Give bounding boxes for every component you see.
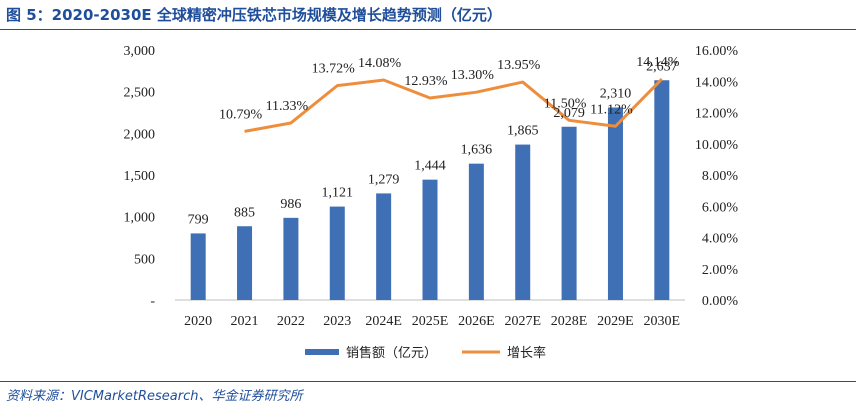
bar-value-label: 2,079 [553, 106, 585, 121]
bar-labels: 799 885 986 1,121 1,279 1,444 1,636 1,865 2,079 2… [188, 59, 678, 227]
growth-value-label: 11.50% [544, 96, 587, 111]
left-tick-label: 500 [134, 252, 155, 267]
category-label: 2021 [231, 314, 259, 329]
bar-value-label: 1,636 [461, 143, 493, 158]
bar-value-label: 986 [280, 197, 301, 212]
right-tick-label: 0.00% [702, 294, 739, 309]
bar-2030E [654, 80, 670, 300]
source-note: 资料来源：VICMarketResearch、华金证券研究所 [6, 389, 303, 404]
header-rule [0, 29, 856, 30]
bars [190, 80, 670, 300]
right-axis: 0.00% 2.00% 4.00% 6.00% 8.00% 10.00% 12.00% 14.… [695, 44, 739, 309]
growth-rate-line [244, 78, 663, 133]
legend-label-sales: 销售额（亿元） [346, 345, 437, 361]
growth-value-label: 13.72% [312, 62, 356, 77]
category-label: 2028E [551, 314, 588, 329]
category-label: 2026E [458, 314, 495, 329]
category-labels: 2020 2021 2022 2023 2024E 2025E 2026E 2027E 2028… [184, 314, 680, 329]
category-label: 2027E [504, 314, 541, 329]
growth-value-label: 10.79% [219, 107, 263, 122]
category-label: 2030E [644, 314, 681, 329]
growth-value-label: 14.14% [636, 55, 680, 70]
legend: 销售额（亿元） 增长率 [305, 345, 546, 361]
category-label: 2024E [365, 314, 402, 329]
bar-2020 [190, 233, 206, 300]
right-tick-label: 14.00% [695, 75, 739, 90]
bar-2022 [283, 217, 299, 300]
growth-value-label: 13.30% [451, 68, 495, 83]
growth-value-label: 11.33% [266, 99, 309, 114]
left-tick-label: 2,000 [124, 127, 156, 142]
category-label: 2022 [277, 314, 305, 329]
right-tick-label: 12.00% [695, 107, 739, 122]
growth-value-label: 14.08% [358, 56, 402, 71]
bar-value-label: 2,310 [600, 87, 632, 102]
legend-swatch-sales [305, 349, 339, 355]
right-tick-label: 2.00% [702, 263, 739, 278]
left-axis: - 500 1,000 1,500 2,000 2,500 3,000 [124, 44, 156, 309]
category-label: 2020 [184, 314, 212, 329]
bar-2029E [607, 107, 623, 300]
bar-2021 [237, 226, 253, 300]
left-tick-label: 1,000 [124, 211, 156, 226]
bar-2023 [329, 206, 345, 300]
legend-label-growth: 增长率 [507, 345, 546, 361]
bar-2028E [561, 126, 577, 300]
right-tick-label: 4.00% [702, 232, 739, 247]
bar-value-label: 1,279 [368, 172, 400, 187]
bar-value-label: 2,637 [646, 59, 678, 74]
chart-title: 图 5：2020-2030E 全球精密冲压铁芯市场规模及增长趋势预测（亿元） [6, 6, 502, 24]
bar-2024E [376, 193, 392, 300]
growth-value-label: 12.93% [404, 74, 448, 89]
bar-2025E [422, 179, 438, 300]
growth-value-label: 11.12% [590, 102, 633, 117]
right-tick-label: 16.00% [695, 44, 739, 59]
left-tick-label: - [150, 294, 155, 309]
growth-line-layer [244, 78, 663, 133]
bar-2026E [468, 163, 484, 300]
category-label: 2029E [597, 314, 634, 329]
bar-value-label: 799 [188, 212, 209, 227]
right-tick-label: 8.00% [702, 169, 739, 184]
bar-value-label: 1,121 [322, 186, 354, 201]
left-tick-label: 1,500 [124, 169, 156, 184]
left-tick-label: 2,500 [124, 86, 156, 101]
left-tick-label: 3,000 [124, 44, 156, 59]
growth-value-label: 13.95% [497, 58, 541, 73]
bar-2027E [515, 144, 531, 300]
right-tick-label: 6.00% [702, 200, 739, 215]
footer-rule [0, 381, 856, 382]
category-label: 2025E [412, 314, 449, 329]
category-label: 2023 [323, 314, 351, 329]
bar-value-label: 1,444 [414, 159, 446, 174]
bar-value-label: 885 [234, 205, 255, 220]
bar-value-label: 1,865 [507, 124, 539, 139]
right-tick-label: 10.00% [695, 138, 739, 153]
line-labels: 10.79%11.33% 13.72% 14.08%12.93% 13.30%13.9… [219, 55, 680, 122]
